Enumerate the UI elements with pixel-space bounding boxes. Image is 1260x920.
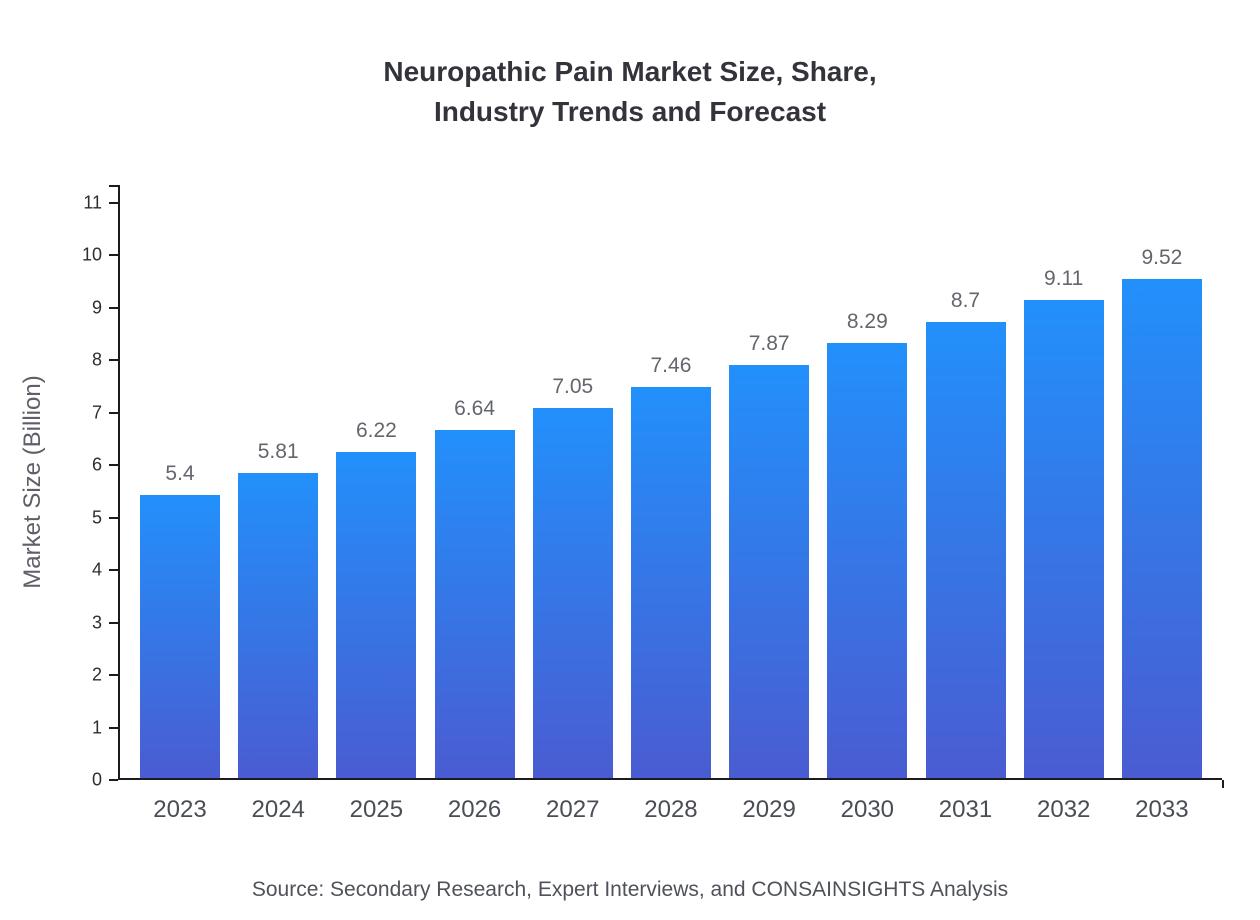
y-tick-mark — [109, 779, 118, 781]
y-tick-label: 7 — [91, 402, 102, 423]
x-axis-end-tick — [1222, 780, 1224, 788]
y-tick-label: 11 — [83, 192, 102, 213]
y-tick-label: 9 — [91, 297, 102, 318]
plot-area: 5.4 2023 5.81 2024 6.22 2025 6.64 2026 7.05 2027 7… — [118, 185, 1224, 823]
bar — [532, 408, 613, 778]
bar-group: 9.52 2033 — [1121, 245, 1202, 823]
bar — [1121, 278, 1202, 778]
bar — [925, 321, 1006, 778]
y-tick-label: 3 — [91, 612, 102, 633]
x-tick-label: 2023 — [153, 796, 207, 823]
bar-value-label: 5.81 — [257, 440, 299, 464]
bar-group: 5.4 2023 — [140, 461, 220, 823]
y-tick-label: 8 — [91, 349, 102, 370]
y-tick-mark — [109, 254, 118, 257]
x-tick-label: 2031 — [938, 796, 993, 823]
bar — [238, 473, 319, 778]
y-tick-mark — [109, 201, 118, 204]
y-tick-label: 10 — [81, 244, 102, 265]
bar-group: 7.05 2027 — [532, 375, 613, 823]
y-tick-label: 4 — [91, 559, 102, 580]
bar-value-label: 8.7 — [950, 288, 981, 312]
chart-title-line1: Neuropathic Pain Market Size, Share, — [383, 56, 877, 87]
bar — [434, 429, 515, 778]
x-tick-label: 2026 — [447, 796, 502, 823]
y-axis: 0 1 2 3 4 5 6 7 8 9 10 11 — [0, 185, 118, 790]
x-tick-label: 2033 — [1135, 796, 1189, 823]
bar-value-label: 7.05 — [552, 375, 594, 399]
x-tick-label: 2030 — [840, 796, 895, 823]
x-tick-label: 2032 — [1036, 796, 1091, 823]
y-tick-mark — [109, 464, 118, 467]
bar-value-label: 8.29 — [846, 310, 888, 334]
bar-group: 9.11 2032 — [1023, 267, 1104, 823]
bar — [630, 386, 711, 778]
x-tick-label: 2029 — [742, 796, 796, 823]
y-tick-label: 1 — [91, 717, 102, 738]
bar-group: 6.64 2026 — [434, 396, 515, 823]
bar — [1023, 300, 1104, 778]
bar-group: 6.22 2025 — [336, 418, 417, 823]
bar-value-label: 6.22 — [355, 418, 397, 442]
y-tick-mark — [109, 569, 118, 572]
bar-group: 7.87 2029 — [729, 332, 810, 823]
bar-value-label: 6.64 — [454, 396, 495, 420]
bar-group: 8.29 2030 — [827, 310, 908, 823]
y-axis-end-tick — [109, 185, 118, 187]
bar-group: 8.7 2031 — [925, 288, 1006, 823]
source-note: Source: Secondary Research, Expert Inter… — [251, 878, 1009, 901]
chart-title: Neuropathic Pain Market Size, Share, Ind… — [0, 52, 1260, 132]
y-tick-mark — [109, 621, 118, 624]
bar-value-label: 7.46 — [650, 353, 692, 377]
bar-value-label: 7.87 — [748, 332, 790, 356]
y-tick-mark — [109, 411, 118, 414]
x-tick-label: 2027 — [546, 796, 600, 823]
bar — [140, 494, 220, 778]
y-tick-mark — [109, 359, 118, 362]
bar-value-label: 9.52 — [1141, 245, 1183, 269]
x-tick-label: 2025 — [349, 796, 404, 823]
x-tick-label: 2024 — [251, 796, 305, 823]
x-tick-label: 2028 — [644, 796, 698, 823]
y-tick-label: 0 — [91, 769, 102, 790]
bar-group: 7.46 2028 — [630, 353, 711, 823]
y-tick-label: 2 — [91, 664, 102, 685]
bar-group: 5.81 2024 — [238, 440, 319, 823]
y-tick-label: 6 — [91, 454, 102, 475]
y-tick-mark — [109, 674, 118, 677]
y-tick-mark — [109, 726, 118, 729]
bar — [729, 365, 810, 778]
bar-value-label: 9.11 — [1044, 267, 1084, 291]
bar — [827, 343, 908, 778]
bars: 5.4 2023 5.81 2024 6.22 2025 6.64 2026 7.05 2027 7… — [120, 185, 1222, 823]
bar — [336, 451, 417, 778]
y-tick-mark — [109, 516, 118, 519]
bar-value-label: 5.4 — [165, 461, 195, 485]
chart-title-line2: Industry Trends and Forecast — [433, 96, 827, 127]
y-tick-label: 5 — [91, 507, 102, 528]
y-tick-mark — [109, 306, 118, 309]
